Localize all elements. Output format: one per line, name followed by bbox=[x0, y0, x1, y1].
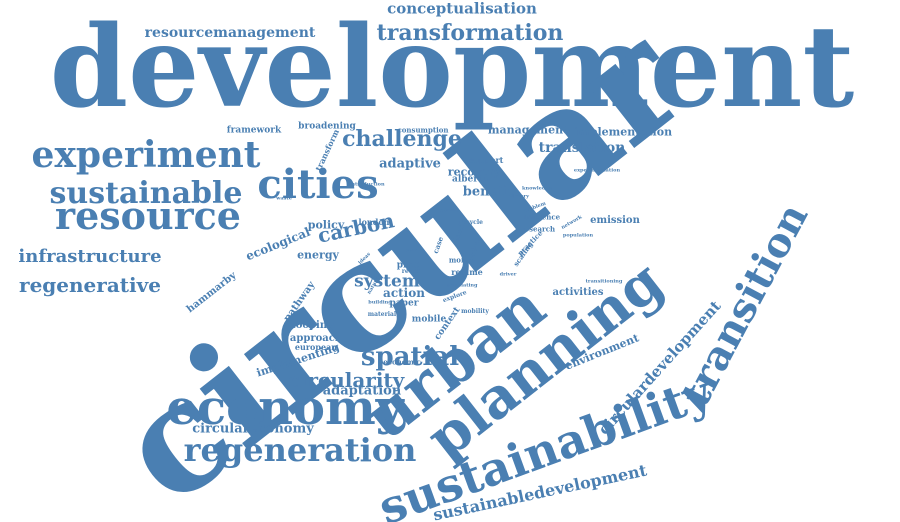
word-resource: resource bbox=[55, 193, 241, 238]
word-regeneration: regeneration bbox=[183, 431, 417, 469]
word-broadening: broadening bbox=[298, 121, 356, 132]
word-european: european bbox=[294, 342, 338, 352]
word-experiment: experiment bbox=[31, 134, 261, 176]
word-consumption: consumption bbox=[397, 125, 449, 135]
word-implementation: implementation bbox=[573, 125, 673, 139]
word-economy: economy bbox=[166, 380, 404, 436]
word-system: system bbox=[354, 271, 420, 292]
word-more: more bbox=[448, 255, 470, 265]
word-resourcemanagement: resourcemanagement bbox=[144, 25, 316, 41]
word-proc: proc bbox=[396, 260, 420, 271]
word-transformation: transformation bbox=[376, 20, 564, 46]
word-framework: framework bbox=[226, 125, 282, 136]
word-regime: regime bbox=[451, 267, 483, 277]
word-sustainable: sustainable bbox=[49, 176, 243, 211]
word-activities: activities bbox=[552, 287, 604, 298]
word-recovery: recovery bbox=[447, 165, 501, 179]
word-london: london bbox=[358, 217, 390, 227]
word-plan: plan bbox=[404, 247, 418, 254]
word-population: population bbox=[562, 232, 594, 239]
word-experimentation: experimentation bbox=[573, 167, 621, 174]
word-policy: policy bbox=[307, 218, 345, 232]
word-spatial: spatial bbox=[360, 342, 460, 372]
word-infrastructure: infrastructure bbox=[18, 246, 162, 267]
word-introduction: introduction bbox=[349, 181, 385, 188]
word-transitioning: transitioning bbox=[585, 278, 623, 285]
word-translation: translation bbox=[538, 140, 626, 156]
word-influence: influence bbox=[523, 212, 561, 222]
word-circulareconomy: circulareconomy bbox=[192, 421, 314, 437]
word-mobility: mobility bbox=[461, 308, 489, 315]
word-support: support bbox=[468, 155, 504, 165]
word-benefit: benefit bbox=[462, 184, 514, 200]
word-approach: approach bbox=[289, 333, 343, 344]
word-reuse: reuse bbox=[401, 268, 421, 275]
word-retrofit: retrofit bbox=[438, 207, 460, 214]
word-theory: theory bbox=[510, 193, 530, 200]
word-waste: waste bbox=[276, 195, 292, 202]
word-circularity: circularity bbox=[287, 368, 405, 392]
word-driver: driver bbox=[499, 271, 517, 278]
word-transition: transition bbox=[671, 195, 818, 414]
word-emission: emission bbox=[590, 215, 640, 226]
word-knowledge: knowledge bbox=[522, 185, 552, 192]
word-challenge: challenge bbox=[342, 126, 462, 152]
word-alberta: alberta bbox=[452, 174, 488, 185]
word-paper: paper bbox=[389, 298, 419, 309]
word-conceptualisation: conceptualisation bbox=[387, 0, 537, 18]
word-cities: cities bbox=[257, 161, 379, 208]
word-management: management bbox=[487, 123, 569, 137]
word-material: material bbox=[367, 311, 397, 318]
word-regenerative: regenerative bbox=[19, 273, 161, 297]
word-building: building bbox=[368, 299, 392, 306]
word-looping: looping bbox=[291, 320, 335, 331]
word-economic: economic bbox=[383, 357, 421, 367]
word-translating: translating bbox=[446, 282, 478, 289]
word-research: research bbox=[520, 224, 556, 234]
word-energy: energy bbox=[297, 248, 339, 262]
word-action: action bbox=[383, 286, 425, 300]
word-mobile: mobile bbox=[411, 314, 447, 325]
word-adaptive: adaptive bbox=[379, 156, 441, 172]
word-recycle: recycle bbox=[459, 219, 483, 226]
word-development: development bbox=[49, 2, 855, 133]
word-adaptation: adaptation bbox=[322, 383, 402, 399]
